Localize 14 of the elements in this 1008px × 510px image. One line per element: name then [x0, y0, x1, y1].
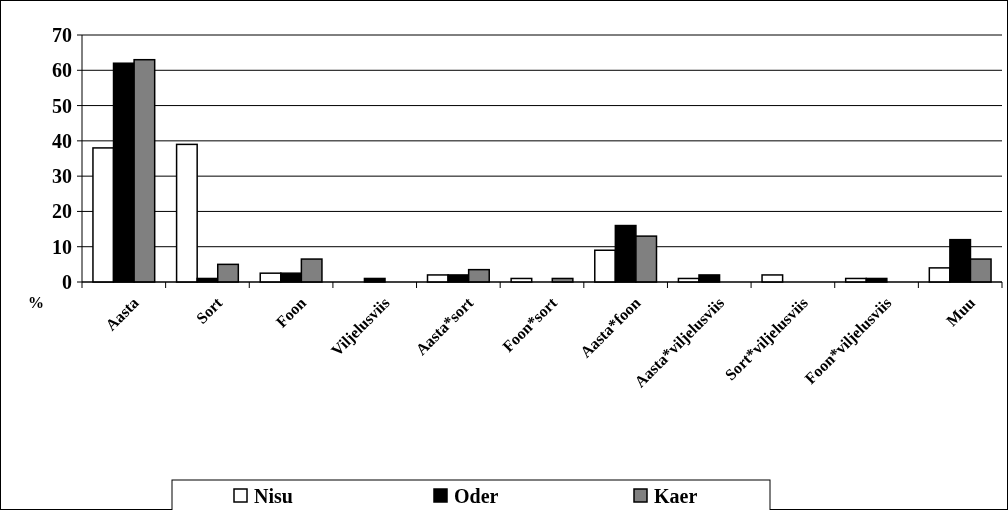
y-tick-label: 20 [52, 200, 72, 223]
y-tick-label: 10 [52, 235, 72, 258]
legend-label: Oder [454, 485, 499, 507]
y-tick-label: 30 [52, 165, 72, 188]
legend-label: Kaer [654, 485, 698, 507]
y-axis-title: % [28, 294, 44, 311]
x-tick-label: Muu [942, 293, 979, 330]
y-tick-label: 50 [52, 94, 72, 117]
y-tick-label: 60 [52, 59, 72, 82]
legend-label: Nisu [254, 485, 293, 507]
y-tick-label: 70 [52, 24, 72, 46]
x-tick-label: Sort [192, 293, 226, 327]
y-tick-label: 40 [52, 129, 72, 152]
y-tick-label: 0 [62, 271, 72, 293]
